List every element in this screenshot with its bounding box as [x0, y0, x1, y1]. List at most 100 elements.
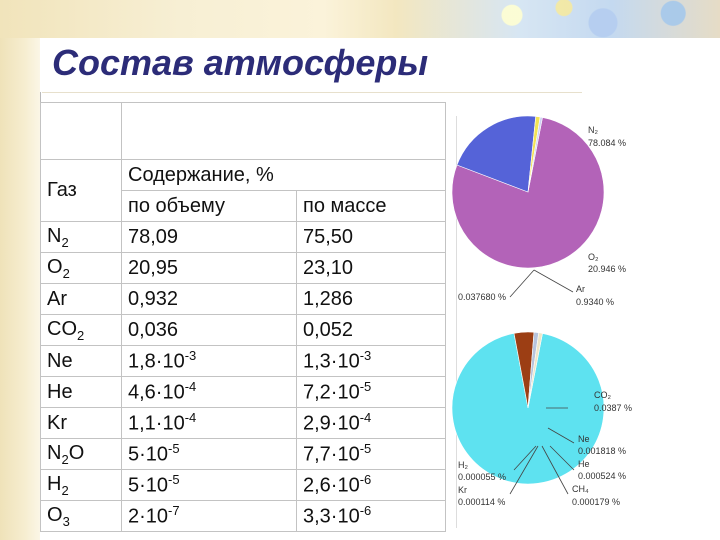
pie1-label-ar-value: 0.9340 % — [576, 297, 614, 307]
pie2-label-he-value: 0.000524 % — [578, 471, 626, 481]
volume-exponent: -4 — [184, 410, 197, 426]
table-row: CO2 0,036 0,052 — [40, 314, 446, 346]
pie2-label-h2-value: 0.000055 % — [458, 472, 506, 482]
gas-cell: Ne — [40, 345, 122, 377]
table-spacer-row — [40, 102, 446, 160]
gas-name: CO — [47, 317, 77, 340]
gas-name: He — [47, 380, 73, 403]
mass-cell: 3,3·10-6 — [296, 500, 446, 532]
pie1-slice-3 — [527, 116, 543, 193]
volume-cell: 0,932 — [121, 283, 297, 315]
pie2-label-ch4-value: 0.000179 % — [572, 497, 620, 507]
volume-cell: 5·10-5 — [121, 469, 297, 501]
mass-exponent: -3 — [359, 348, 372, 364]
pie2-label-he-name: He — [578, 459, 590, 469]
pie2-label-ne-name: Ne — [578, 434, 590, 444]
header-by-mass: по массе — [296, 190, 446, 222]
pie2-label-h2-name: H₂ — [458, 460, 468, 470]
mass-value: 7,2·10 — [303, 381, 360, 404]
volume-cell: 4,6·10-4 — [121, 376, 297, 408]
volume-cell: 5·10-5 — [121, 438, 297, 470]
header-by-volume: по объему — [121, 190, 297, 222]
pie2-label-ch4-name: CH₄ — [572, 484, 589, 494]
pie2-leader-ne — [547, 427, 575, 444]
mass-value: 2,6·10 — [303, 474, 360, 497]
volume-value: 1,1·10 — [128, 412, 185, 435]
mass-value: 2,9·10 — [303, 412, 360, 435]
mass-value: 7,7·10 — [303, 443, 360, 466]
mass-exponent: -4 — [359, 410, 372, 426]
gas-subscript: 2 — [62, 265, 70, 281]
mass-value: 3,3·10 — [303, 505, 360, 528]
header-gas: Газ — [40, 159, 122, 222]
volume-exponent: -3 — [184, 348, 197, 364]
mass-value: 75,50 — [303, 225, 354, 248]
mass-value: 1,286 — [303, 287, 354, 310]
background-frame-left — [0, 0, 40, 540]
pie1-label-o2-value: 20.946 % — [588, 264, 626, 274]
pie2-label-ne-value: 0.001818 % — [578, 446, 626, 456]
table-row: Kr 1,1·10-4 2,9·10-4 — [40, 407, 446, 439]
pie2-label-co2-value: 0.0387 % — [594, 403, 632, 413]
volume-cell: 78,09 — [121, 221, 297, 253]
mass-cell: 75,50 — [296, 221, 446, 253]
table-row: He 4,6·10-4 7,2·10-5 — [40, 376, 446, 408]
pie1-label-n2-name: N₂ — [588, 125, 598, 135]
gas-table-wrap: Газ Содержание, % по объему по массе N2 7… — [40, 102, 446, 532]
pie2-label-kr-name: Kr — [458, 485, 467, 495]
pie2-leader-he — [549, 445, 575, 471]
volume-cell: 1,8·10-3 — [121, 345, 297, 377]
gas-name-rest: O — [68, 441, 85, 464]
gas-cell: He — [40, 376, 122, 408]
pie2-leader-kr — [509, 445, 539, 495]
volume-value: 0,932 — [128, 287, 179, 310]
table-row: N2 78,09 75,50 — [40, 221, 446, 253]
mass-cell: 0,052 — [296, 314, 446, 346]
gas-cell: N2 — [40, 221, 122, 253]
table-row: Ne 1,8·10-3 1,3·10-3 — [40, 345, 446, 377]
mass-exponent: -6 — [359, 503, 372, 519]
mass-cell: 1,3·10-3 — [296, 345, 446, 377]
gas-name: O — [47, 503, 63, 526]
gas-cell: Kr — [40, 407, 122, 439]
pie1-slice-1 — [456, 115, 537, 193]
gas-name: Ne — [47, 349, 73, 372]
table-row: N2O 5·10-5 7,7·10-5 — [40, 438, 446, 470]
pie1-label-o2-name: O₂ — [588, 252, 599, 262]
page-title: Состав атмосферы — [52, 42, 429, 83]
volume-cell: 2·10-7 — [121, 500, 297, 532]
gas-cell: Ar — [40, 283, 122, 315]
volume-cell: 1,1·10-4 — [121, 407, 297, 439]
pie2-label-co2-name: CO₂ — [594, 390, 612, 400]
table-row: Ar 0,932 1,286 — [40, 283, 446, 315]
pie1-label-n2-value: 78.084 % — [588, 138, 626, 148]
table-subheader-row: по объему по массе — [41, 190, 446, 222]
volume-value: 4,6·10 — [128, 381, 185, 404]
spacer-cell — [40, 102, 122, 160]
mass-value: 0,052 — [303, 318, 354, 341]
pie1-leader-ar — [533, 269, 574, 293]
gas-subscript: 3 — [62, 513, 70, 529]
pie2-leader-ch4 — [541, 445, 569, 495]
gas-cell: N2O — [40, 438, 122, 470]
pie1-label-ar-name: Ar — [576, 284, 585, 294]
table-header-row: Газ Содержание, % — [40, 159, 446, 222]
mass-cell: 7,7·10-5 — [296, 438, 446, 470]
gas-name: Kr — [47, 411, 67, 434]
gas-subscript: 2 — [61, 451, 69, 467]
chart-divider — [456, 116, 457, 528]
gas-cell: CO2 — [40, 314, 122, 346]
volume-exponent: -7 — [168, 503, 180, 519]
spacer-cell — [121, 102, 446, 160]
gas-name: Ar — [47, 287, 67, 310]
gas-name: N — [47, 441, 62, 464]
mass-value: 1,3·10 — [303, 350, 360, 373]
gas-cell: H2 — [40, 469, 122, 501]
mass-cell: 2,6·10-6 — [296, 469, 446, 501]
gas-subscript: 2 — [61, 482, 69, 498]
volume-exponent: -5 — [168, 472, 180, 488]
volume-value: 5·10 — [128, 443, 169, 466]
table-row: H2 5·10-5 2,6·10-6 — [40, 469, 446, 501]
gas-subscript: 2 — [61, 234, 69, 250]
header-content: Содержание, % — [121, 159, 446, 191]
